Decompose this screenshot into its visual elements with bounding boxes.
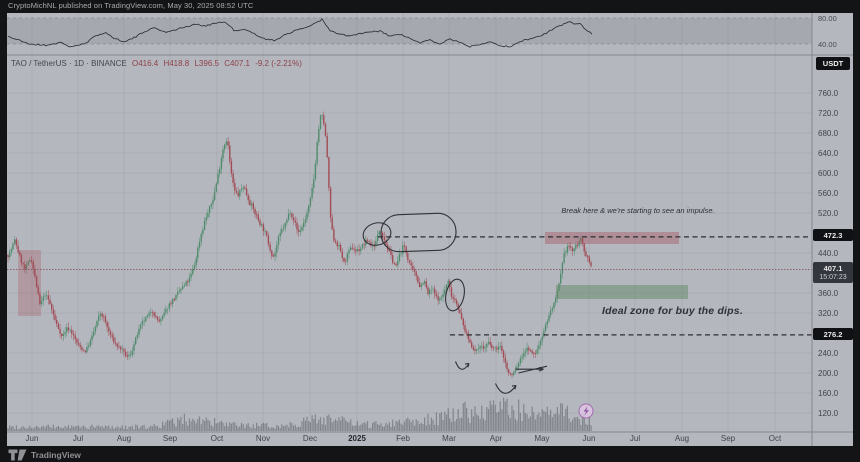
rsi-line xyxy=(7,18,593,48)
price-tick-label: 440.0 xyxy=(818,248,839,258)
price-tick-label: 360.0 xyxy=(818,288,839,298)
price-tick-label: 120.0 xyxy=(818,408,839,418)
rsi-band xyxy=(7,18,812,44)
sketch-bounce-arrow-head xyxy=(464,362,470,368)
time-tick-label: Sep xyxy=(720,434,736,443)
price-tick-label: 520.0 xyxy=(818,208,839,218)
chart-panes-background xyxy=(7,13,853,446)
time-tick-label: Feb xyxy=(396,434,410,443)
sketch-loop xyxy=(362,222,392,246)
time-tick-label: Jun xyxy=(582,434,596,443)
june-supply-box xyxy=(18,250,41,316)
lightning-bolt-icon xyxy=(583,406,589,416)
time-tick-label: Aug xyxy=(674,434,690,443)
sketch-drop-ellipse xyxy=(445,278,465,312)
attribution-text: CryptoMichNL published on TradingView.co… xyxy=(8,1,254,10)
candle-bodies-up xyxy=(9,115,582,375)
time-tick-label: Mar xyxy=(442,434,456,443)
ohlc-high: H418.8 xyxy=(163,59,190,68)
buy-zone xyxy=(556,285,688,299)
sketch-bounce-arrow-head xyxy=(511,384,517,390)
rsi-tick-label: 80.00 xyxy=(818,14,837,23)
symbol-ohlc-header: TAO / TetherUS · 1D · BINANCE O416.4 H41… xyxy=(11,59,302,68)
time-tick-label: 2025 xyxy=(348,434,366,443)
ohlc-close: C407.1 xyxy=(224,59,250,68)
current-price-badge: 407.1 15:07:23 xyxy=(813,262,853,283)
time-tick-label: Sep xyxy=(162,434,178,443)
support-level-badge: 276.2 xyxy=(813,328,853,340)
price-tick-label: 640.0 xyxy=(818,148,839,158)
price-tick-label: 160.0 xyxy=(818,388,839,398)
time-tick-label: Aug xyxy=(116,434,132,443)
candle-countdown: 15:07:23 xyxy=(819,274,847,281)
price-tick-label: 680.0 xyxy=(818,128,839,138)
ohlc-open: O416.4 xyxy=(131,59,159,68)
price-tick-label: 240.0 xyxy=(818,348,839,358)
time-tick-label: Dec xyxy=(302,434,318,443)
currency-toggle-button[interactable]: USDT xyxy=(816,57,850,70)
tradingview-brand-text: TradingView xyxy=(31,449,81,460)
price-tick-label: 600.0 xyxy=(818,168,839,178)
time-tick-label: Jul xyxy=(72,434,84,443)
price-tick-label: 200.0 xyxy=(818,368,839,378)
sketch-consolidation-box xyxy=(380,212,457,253)
time-tick-label: Oct xyxy=(768,434,782,443)
time-tick-label: Oct xyxy=(210,434,224,443)
price-tick-label: 320.0 xyxy=(818,308,839,318)
price-tick-label: 760.0 xyxy=(818,88,839,98)
resistance-zone xyxy=(545,232,679,244)
time-tick-label: Apr xyxy=(489,434,503,443)
sketch-bounce-arrow xyxy=(495,383,517,394)
tradingview-logo-icon xyxy=(8,449,27,460)
price-tick-label: 720.0 xyxy=(818,108,839,118)
price-tick-label: 560.0 xyxy=(818,188,839,198)
time-tick-label: Jul xyxy=(629,434,641,443)
rsi-tick-label: 40.00 xyxy=(818,40,837,49)
volume-bars xyxy=(7,397,592,431)
current-price-value: 407.1 xyxy=(823,264,843,273)
ohlc-low: L396.5 xyxy=(194,59,219,68)
ohlc-change: -9.2 (-2.21%) xyxy=(255,59,302,68)
time-tick-label: May xyxy=(534,434,550,443)
sketch-strike-arrow xyxy=(515,365,548,374)
annotation-impulse: Break here & we're starting to see an im… xyxy=(561,206,715,215)
annotation-buy-the-dips: Ideal zone for buy the dips. xyxy=(602,305,743,317)
time-tick-label: Jun xyxy=(25,434,39,443)
resistance-level-badge: 472.3 xyxy=(813,229,853,241)
symbol-title: TAO / TetherUS · 1D · BINANCE xyxy=(11,59,127,68)
sketch-bounce-arrow xyxy=(454,361,470,370)
candle-bodies-down xyxy=(7,115,592,375)
footer-bar: TradingView xyxy=(0,447,860,462)
time-tick-label: Nov xyxy=(255,434,271,443)
